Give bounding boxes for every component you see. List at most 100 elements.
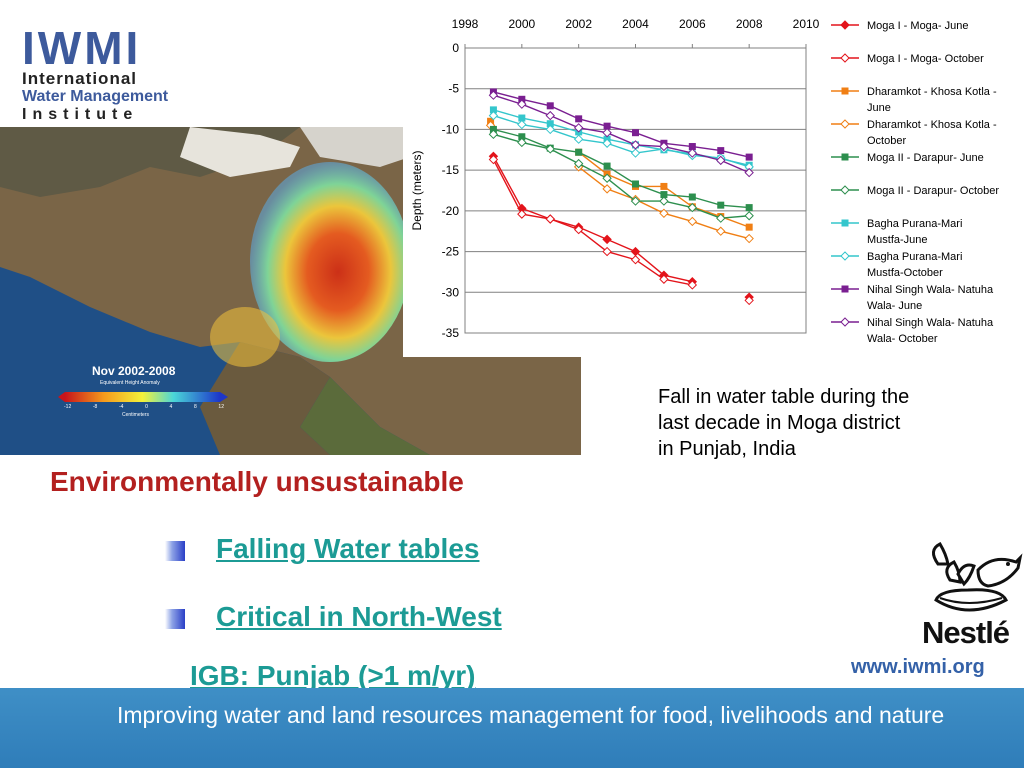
data-point-marker <box>602 173 612 183</box>
legend-label-line: Nihal Singh Wala- Natuha <box>867 317 994 329</box>
map-legend-tick: 12 <box>218 404 224 410</box>
data-point-marker <box>630 148 641 158</box>
data-point-marker <box>659 208 669 219</box>
nestle-logo: Nestlé <box>918 540 1024 652</box>
legend-label-line: October <box>867 135 906 147</box>
data-point-marker <box>630 140 641 150</box>
data-point-marker <box>744 167 754 178</box>
series-path <box>493 128 750 209</box>
y-tick-label: -35 <box>442 326 460 340</box>
legend-label-line: Mustfa-October <box>867 267 943 279</box>
x-tick-label: 2000 <box>508 17 535 31</box>
legend-label-line: Wala- June <box>867 300 922 312</box>
data-point-marker <box>573 158 584 169</box>
data-point-marker <box>488 129 499 140</box>
chart-series <box>485 88 754 306</box>
legend-label: Nihal Singh Wala- Natuha Wala- June <box>867 284 994 312</box>
water-table-chart-panel: 1998 2000 2002 2004 2006 2008 2010 0 -5 -10 -15 -2… <box>403 12 1024 357</box>
data-point-marker <box>545 110 555 121</box>
nestle-nest-icon <box>932 542 1023 612</box>
series-line <box>488 129 754 223</box>
y-tick-label: -15 <box>442 163 460 177</box>
legend-label-line: June <box>867 102 891 114</box>
data-point-marker <box>517 209 527 219</box>
falling-water-tables-link[interactable]: Falling Water tables <box>216 533 480 564</box>
legend-label: Nihal Singh Wala- Natuha Wala- October <box>867 317 994 345</box>
y-tick-label: -30 <box>442 285 460 299</box>
logo-line-water-management: Water Management <box>22 88 169 105</box>
series-path <box>493 91 750 158</box>
legend-entry: Nihal Singh Wala- Natuha Wala- October <box>831 317 994 345</box>
legend-label: Dharamkot - Khosa Kotla - October <box>867 119 997 147</box>
data-point-marker <box>716 155 726 166</box>
data-point-marker <box>745 153 753 161</box>
data-point-marker <box>716 226 726 236</box>
bullet-icon <box>165 541 185 561</box>
legend-label-line: Wala- October <box>867 333 938 345</box>
legend-label: Moga II - Darapur- June <box>867 152 984 164</box>
water-table-chart: 1998 2000 2002 2004 2006 2008 2010 0 -5 -10 -15 -2… <box>410 17 999 345</box>
data-point-marker <box>840 251 850 261</box>
x-tick-label: 2008 <box>736 17 763 31</box>
y-axis-label: Depth (meters) <box>410 150 424 230</box>
footer-bar: Improving water and land resources manag… <box>0 688 1024 768</box>
data-point-marker <box>840 185 850 195</box>
data-point-marker <box>546 102 554 110</box>
section-heading: Environmentally unsustainable <box>50 466 464 497</box>
data-point-marker <box>573 134 584 144</box>
legend-entry: Nihal Singh Wala- Natuha Wala- June <box>831 284 994 312</box>
series-path <box>493 133 750 219</box>
map-legend-tick: 4 <box>169 404 173 410</box>
data-point-marker <box>602 127 612 138</box>
critical-north-west-link[interactable]: Critical in North-West <box>216 601 502 632</box>
legend-label: Dharamkot - Khosa Kotla - June <box>867 86 997 114</box>
data-point-marker <box>517 119 527 130</box>
y-tick-label: -25 <box>442 245 460 259</box>
data-point-marker <box>488 110 499 121</box>
legend-label: Moga I - Moga- June <box>867 20 969 32</box>
data-point-marker <box>840 53 850 63</box>
y-tick-label: 0 <box>452 41 459 55</box>
data-point-marker <box>841 87 849 95</box>
x-tick-label: 2010 <box>793 17 820 31</box>
data-point-marker <box>602 184 612 194</box>
logo-letters: I W M I <box>22 22 167 74</box>
data-point-marker <box>841 153 849 161</box>
chart-gridlines <box>465 47 806 334</box>
legend-label-line: Mustfa-June <box>867 234 928 246</box>
y-tick-label: -5 <box>448 82 459 96</box>
legend-entry: Moga I - Moga- June <box>831 20 969 32</box>
data-point-marker <box>744 211 754 221</box>
map-legend-tick: 0 <box>145 404 148 410</box>
footer-tagline: Improving water and land resources manag… <box>117 702 945 728</box>
data-point-marker <box>517 137 527 148</box>
data-point-marker <box>602 246 612 257</box>
series-line <box>485 120 754 244</box>
data-point-marker <box>688 193 696 201</box>
data-point-marker <box>603 162 611 170</box>
data-point-marker <box>659 196 669 206</box>
map-legend-ticks: -12 -8 -4 0 4 8 12 <box>64 404 224 410</box>
x-tick-label: 2002 <box>565 17 592 31</box>
legend-label-line: Nihal Singh Wala- Natuha <box>867 284 994 296</box>
data-point-marker <box>840 119 850 129</box>
legend-entry: Dharamkot - Khosa Kotla - June <box>831 86 997 114</box>
logo-line-institute: Institute <box>22 106 139 123</box>
legend-entry: Moga II - Darapur- June <box>831 152 984 164</box>
data-point-marker <box>744 295 754 306</box>
data-point-marker <box>545 214 555 224</box>
data-point-marker <box>575 115 583 123</box>
legend-label-line: Moga II - Darapur- June <box>867 152 984 164</box>
data-point-marker <box>716 213 726 223</box>
logo-letter: M <box>84 22 124 74</box>
series-line <box>488 154 754 306</box>
legend-label-line: Bagha Purana-Mari <box>867 251 962 263</box>
y-tick-label: -10 <box>442 122 460 136</box>
map-legend-tick: -12 <box>64 404 72 410</box>
legend-entry: Moga I - Moga- October <box>831 53 984 65</box>
logo-line-international: International <box>22 69 138 88</box>
map-legend-tick: -4 <box>119 404 124 410</box>
data-point-marker <box>687 280 698 290</box>
legend-label-line: Dharamkot - Khosa Kotla - <box>867 119 997 131</box>
data-point-marker <box>687 216 698 227</box>
